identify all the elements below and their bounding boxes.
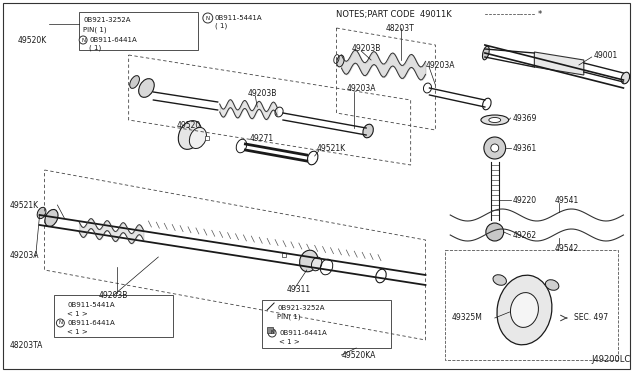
Text: N: N <box>270 330 274 336</box>
Ellipse shape <box>179 121 202 150</box>
Text: 49521K: 49521K <box>10 201 39 209</box>
Text: 49203A: 49203A <box>426 61 455 70</box>
Bar <box>282 253 286 257</box>
Text: 0B911-6441A: 0B911-6441A <box>279 330 327 336</box>
Text: N: N <box>58 321 63 326</box>
Text: 49203A: 49203A <box>346 83 376 93</box>
Text: 0B911-6441A: 0B911-6441A <box>89 37 137 43</box>
Text: 49203B: 49203B <box>351 44 381 52</box>
Ellipse shape <box>45 209 58 227</box>
Text: 0B921-3252A: 0B921-3252A <box>277 305 324 311</box>
Ellipse shape <box>130 76 140 89</box>
Text: 49262: 49262 <box>513 231 537 240</box>
Ellipse shape <box>489 118 500 122</box>
Text: 49203B: 49203B <box>99 291 129 299</box>
Text: 49369: 49369 <box>513 113 537 122</box>
Bar <box>262 300 391 348</box>
Bar <box>267 327 273 333</box>
Text: 0B911-5441A: 0B911-5441A <box>215 15 262 21</box>
Polygon shape <box>534 52 584 75</box>
Text: 49520K: 49520K <box>18 35 47 45</box>
Ellipse shape <box>37 207 46 219</box>
Circle shape <box>56 319 64 327</box>
Bar <box>54 295 173 337</box>
Ellipse shape <box>337 55 344 67</box>
Text: < 1 >: < 1 > <box>67 329 88 335</box>
Text: 49203B: 49203B <box>248 89 276 97</box>
Ellipse shape <box>497 275 552 345</box>
Text: N: N <box>205 16 210 20</box>
Text: J49200LC: J49200LC <box>592 356 631 365</box>
Text: 49271: 49271 <box>250 134 273 142</box>
Text: 49520: 49520 <box>176 121 200 129</box>
Text: 0B911-5441A: 0B911-5441A <box>67 302 115 308</box>
Ellipse shape <box>300 250 318 272</box>
Ellipse shape <box>511 293 538 327</box>
Text: 48203TA: 48203TA <box>10 340 44 350</box>
Ellipse shape <box>491 144 499 152</box>
Text: NOTES;PART CODE  49011K: NOTES;PART CODE 49011K <box>337 10 452 19</box>
Text: N: N <box>81 38 85 42</box>
Ellipse shape <box>621 72 630 84</box>
Text: 49203A: 49203A <box>10 250 40 260</box>
Ellipse shape <box>363 124 373 138</box>
Ellipse shape <box>139 78 154 97</box>
Bar <box>445 250 618 360</box>
Ellipse shape <box>483 46 489 60</box>
Text: 49361: 49361 <box>513 144 537 153</box>
Circle shape <box>79 36 87 44</box>
Text: SEC. 497: SEC. 497 <box>574 314 608 323</box>
Circle shape <box>203 13 212 23</box>
Text: 48203T: 48203T <box>386 23 415 32</box>
Circle shape <box>268 329 276 337</box>
Text: ( 1): ( 1) <box>215 23 227 29</box>
Text: 0B921-3252A: 0B921-3252A <box>83 17 131 23</box>
Text: 49520KA: 49520KA <box>341 350 376 359</box>
Text: *: * <box>538 10 541 19</box>
Ellipse shape <box>189 128 207 148</box>
Text: < 1 >: < 1 > <box>67 311 88 317</box>
Ellipse shape <box>484 137 506 159</box>
Text: 0B911-6441A: 0B911-6441A <box>67 320 115 326</box>
Text: PIN( 1): PIN( 1) <box>83 27 107 33</box>
Ellipse shape <box>312 257 322 271</box>
Ellipse shape <box>481 115 509 125</box>
Ellipse shape <box>493 275 506 285</box>
Text: 49220: 49220 <box>513 196 537 205</box>
Text: 49541: 49541 <box>554 196 579 205</box>
Text: ( 1): ( 1) <box>89 45 101 51</box>
Ellipse shape <box>486 223 504 241</box>
Text: < 1 >: < 1 > <box>279 339 300 345</box>
Text: 49325M: 49325M <box>451 314 482 323</box>
Text: 49521K: 49521K <box>317 144 346 153</box>
Text: PIN( 1): PIN( 1) <box>277 314 301 320</box>
Text: 49311: 49311 <box>287 285 311 295</box>
Text: 49542: 49542 <box>554 244 579 253</box>
Text: 49001: 49001 <box>594 51 618 60</box>
Bar <box>205 136 209 140</box>
Bar <box>79 12 198 50</box>
Ellipse shape <box>545 280 559 290</box>
